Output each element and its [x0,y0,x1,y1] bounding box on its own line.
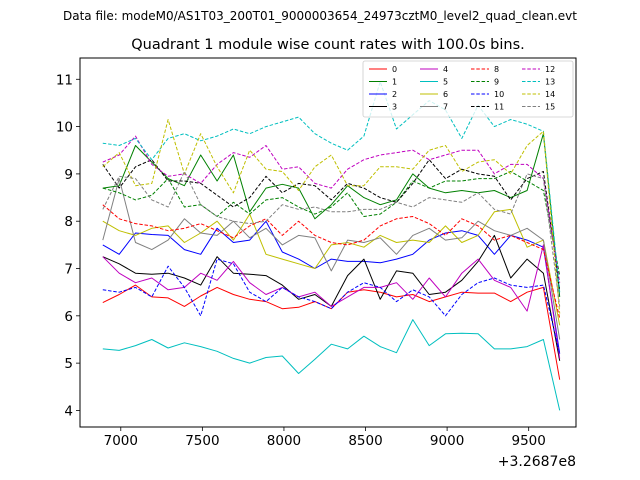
y-tick-label: 8 [64,214,73,230]
series-line-12 [102,135,561,283]
y-tick-label: 7 [64,262,73,278]
plot-frame [79,57,577,428]
axis-ticks: 7000 7500 8000 8500 9000 9500 4 5 6 7 8 9 10 11 [56,72,546,449]
legend-label-13: 13 [545,78,555,87]
x-tick-label: 8000 [267,433,301,449]
series-line-14 [102,119,561,314]
series-line-0 [102,284,561,380]
legend-label-2: 2 [392,90,397,99]
legend-label-7: 7 [443,103,448,112]
series-line-11 [102,159,561,290]
legend-label-15: 15 [545,103,555,112]
x-tick-label: 7000 [104,433,138,449]
x-tick-label: 9000 [430,433,464,449]
y-tick-label: 5 [64,356,73,372]
series-line-1 [102,133,561,297]
x-offset-label: +3.2687e8 [498,454,576,470]
y-tick-label: 6 [64,309,73,325]
legend-label-10: 10 [494,90,504,99]
y-tick-label: 11 [56,72,73,88]
plot-area [102,81,561,411]
y-tick-label: 10 [56,120,73,136]
chart-title: Quadrant 1 module wise count rates with … [131,37,525,53]
legend-label-12: 12 [545,65,555,74]
legend-label-0: 0 [392,65,397,74]
x-tick-label: 7500 [185,433,219,449]
data-file-suptitle: Data file: modeM0/AS1T03_200T01_90000036… [63,9,577,23]
x-tick-label: 8500 [348,433,382,449]
x-tick-label: 9500 [512,433,546,449]
legend-label-3: 3 [392,103,397,112]
legend-label-9: 9 [494,78,499,87]
legend-label-14: 14 [545,90,555,99]
series-line-3 [102,234,561,361]
series-line-9 [102,171,561,276]
y-tick-label: 9 [64,167,73,183]
series-line-7 [102,178,561,340]
legend-label-4: 4 [443,65,448,74]
series-line-13 [102,81,561,293]
series-line-5 [102,319,561,411]
legend-box [362,60,574,118]
series-line-4 [102,244,561,359]
series-line-6 [102,208,561,326]
legend-label-1: 1 [392,78,397,87]
legend-label-11: 11 [494,103,504,112]
legend-label-5: 5 [443,78,448,87]
series-line-15 [102,171,561,307]
series-line-8 [102,204,561,319]
y-tick-label: 4 [64,403,73,419]
legend-label-6: 6 [443,90,448,99]
legend-label-8: 8 [494,65,499,74]
series-line-2 [102,220,561,354]
